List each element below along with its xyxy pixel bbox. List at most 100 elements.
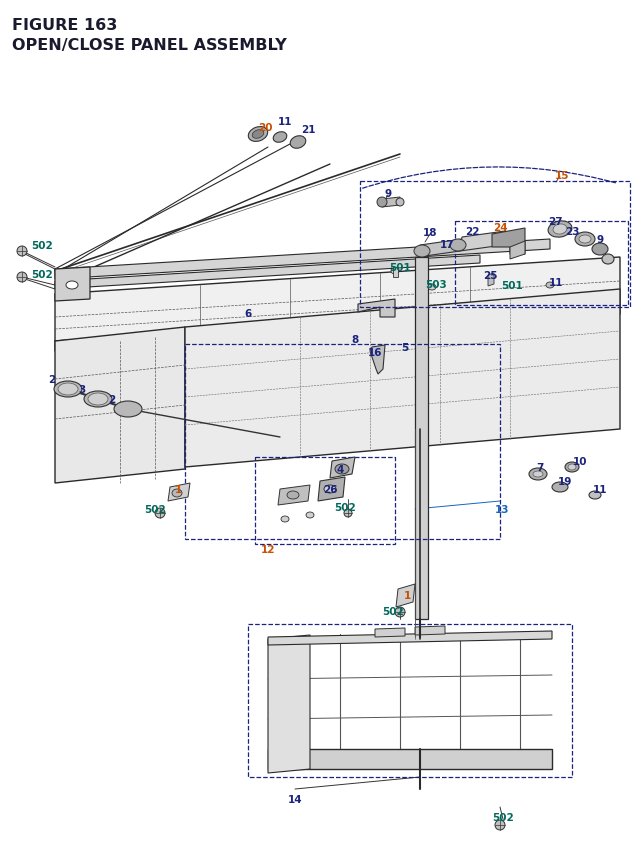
Polygon shape (488, 274, 494, 287)
Text: 1: 1 (174, 485, 182, 494)
Polygon shape (396, 585, 415, 607)
Polygon shape (185, 289, 620, 468)
Ellipse shape (450, 239, 466, 251)
Ellipse shape (281, 517, 289, 523)
Polygon shape (492, 229, 525, 255)
Text: 3: 3 (78, 385, 86, 394)
Ellipse shape (58, 383, 78, 395)
Polygon shape (268, 631, 552, 645)
Circle shape (344, 510, 352, 517)
Text: 9: 9 (385, 189, 392, 199)
Text: 8: 8 (351, 335, 358, 344)
Ellipse shape (66, 282, 78, 289)
Ellipse shape (428, 285, 436, 291)
Text: 502: 502 (334, 503, 356, 512)
Text: 6: 6 (244, 308, 252, 319)
Polygon shape (55, 256, 480, 289)
Polygon shape (415, 626, 445, 635)
Polygon shape (55, 268, 90, 301)
Text: 21: 21 (301, 125, 316, 135)
Ellipse shape (114, 401, 142, 418)
Ellipse shape (396, 199, 404, 207)
Polygon shape (168, 483, 190, 501)
Polygon shape (330, 457, 355, 479)
Polygon shape (460, 232, 505, 251)
Text: 19: 19 (558, 476, 572, 486)
Polygon shape (268, 749, 552, 769)
Polygon shape (382, 198, 400, 208)
Bar (360, 182, 630, 307)
Polygon shape (358, 300, 395, 318)
Polygon shape (55, 328, 185, 483)
Bar (185, 344, 500, 539)
Ellipse shape (546, 282, 554, 288)
Polygon shape (318, 478, 345, 501)
Ellipse shape (391, 269, 399, 275)
Ellipse shape (377, 198, 387, 208)
Text: 17: 17 (440, 239, 454, 250)
Circle shape (17, 273, 27, 282)
Polygon shape (418, 239, 462, 257)
Ellipse shape (565, 462, 579, 473)
Text: 25: 25 (483, 270, 497, 281)
Text: 26: 26 (323, 485, 337, 494)
Circle shape (395, 607, 405, 617)
Text: 15: 15 (555, 170, 569, 181)
Text: 502: 502 (144, 505, 166, 514)
Ellipse shape (172, 489, 182, 498)
Ellipse shape (575, 232, 595, 247)
Ellipse shape (579, 236, 591, 244)
Ellipse shape (287, 492, 299, 499)
Text: 24: 24 (493, 223, 508, 232)
Ellipse shape (273, 133, 287, 143)
Ellipse shape (568, 464, 576, 470)
Text: 13: 13 (495, 505, 509, 514)
Ellipse shape (533, 472, 543, 478)
Text: 4: 4 (336, 464, 344, 474)
Bar (248, 624, 572, 777)
Ellipse shape (589, 492, 601, 499)
Text: 5: 5 (401, 343, 408, 353)
Text: 18: 18 (423, 228, 437, 238)
Ellipse shape (84, 392, 112, 407)
Text: 502: 502 (492, 812, 514, 822)
Text: 1: 1 (403, 591, 411, 600)
Polygon shape (375, 629, 405, 637)
Ellipse shape (88, 393, 108, 406)
Ellipse shape (248, 127, 268, 142)
Text: 23: 23 (564, 226, 579, 237)
Polygon shape (55, 257, 620, 342)
Ellipse shape (324, 486, 336, 493)
Text: 9: 9 (596, 235, 604, 245)
Text: 11: 11 (548, 278, 563, 288)
Text: 2: 2 (108, 394, 116, 405)
Text: 16: 16 (368, 348, 382, 357)
Text: 502: 502 (31, 269, 53, 280)
Polygon shape (393, 268, 398, 278)
Polygon shape (278, 486, 310, 505)
Polygon shape (415, 257, 428, 619)
Text: 12: 12 (260, 544, 275, 554)
Text: 502: 502 (382, 606, 404, 616)
Text: 501: 501 (501, 281, 523, 291)
Circle shape (155, 508, 165, 518)
Ellipse shape (54, 381, 82, 398)
Ellipse shape (602, 255, 614, 264)
Text: 14: 14 (288, 794, 302, 804)
Text: 2: 2 (49, 375, 56, 385)
Ellipse shape (290, 137, 306, 149)
Text: 27: 27 (548, 217, 563, 226)
Ellipse shape (414, 245, 430, 257)
Ellipse shape (252, 131, 264, 139)
Ellipse shape (552, 482, 568, 492)
Ellipse shape (306, 512, 314, 518)
Polygon shape (370, 345, 385, 375)
Polygon shape (510, 242, 525, 260)
Text: 501: 501 (389, 263, 411, 273)
Text: OPEN/CLOSE PANEL ASSEMBLY: OPEN/CLOSE PANEL ASSEMBLY (12, 38, 287, 53)
Polygon shape (268, 635, 310, 773)
Text: 502: 502 (31, 241, 53, 251)
Text: 7: 7 (536, 462, 544, 473)
Polygon shape (55, 305, 620, 351)
Ellipse shape (335, 464, 349, 474)
